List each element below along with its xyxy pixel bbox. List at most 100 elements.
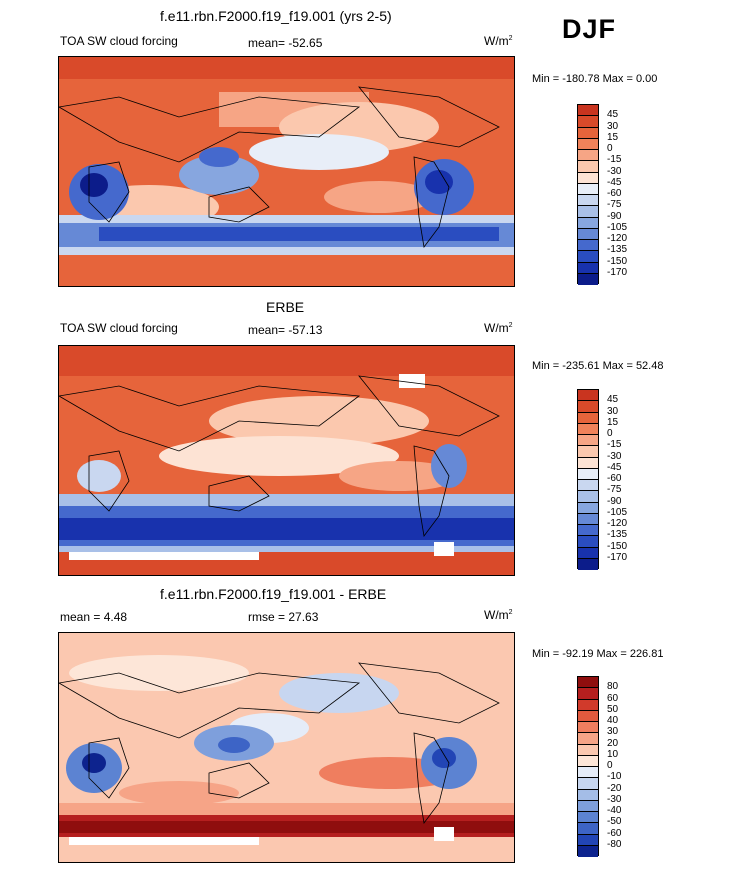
heat-blob xyxy=(425,170,453,194)
colorbar-cell xyxy=(578,206,598,218)
colorbar-tick-label: -30 xyxy=(607,793,622,805)
colorbar-cell xyxy=(578,195,598,207)
missing-data xyxy=(434,827,454,841)
season-label: DJF xyxy=(562,14,617,44)
heat-band xyxy=(59,821,514,833)
heat-blob xyxy=(159,436,399,476)
colorbar-cell xyxy=(578,823,598,835)
colorbar-cell xyxy=(578,789,598,801)
colorbar-cell xyxy=(578,183,598,195)
colorbar-cell xyxy=(578,150,598,162)
heat-blob xyxy=(218,737,250,753)
heat-blob xyxy=(77,460,121,492)
colorbar-tick-label: 45 xyxy=(607,394,619,406)
panel-1-colorbar xyxy=(577,104,599,285)
colorbar-tick-label: -150 xyxy=(607,255,628,267)
colorbar-tick-label: 45 xyxy=(607,109,619,121)
panel-2-minmax: Min = -235.61 Max = 52.48 xyxy=(532,360,664,372)
colorbar-tick-label: -45 xyxy=(607,461,622,473)
colorbar-tick-label: -120 xyxy=(607,518,628,529)
colorbar-cell xyxy=(578,468,598,480)
heat-blob xyxy=(432,748,456,768)
colorbar-cell xyxy=(578,744,598,756)
colorbar-tick-label: -60 xyxy=(607,188,622,199)
colorbar-cell xyxy=(578,273,598,285)
heat-blob xyxy=(82,753,106,773)
panel-2-variable: TOA SW cloud forcing xyxy=(60,321,178,335)
heat-band xyxy=(59,518,514,540)
colorbar-cell xyxy=(578,262,598,274)
colorbar-tick-label: -50 xyxy=(607,816,622,828)
colorbar-cell xyxy=(578,525,598,537)
panel-2-mean: mean= -57.13 xyxy=(248,323,323,337)
colorbar-tick-label: 0 xyxy=(607,428,613,439)
heat-blob xyxy=(119,781,239,805)
colorbar-tick-label: -15 xyxy=(607,439,622,451)
colorbar-tick-label: -60 xyxy=(607,827,622,839)
panel-1-variable: TOA SW cloud forcing xyxy=(60,34,178,48)
colorbar-tick-label: 15 xyxy=(607,416,619,428)
colorbar-cell xyxy=(578,733,598,745)
colorbar-tick-label: -135 xyxy=(607,529,628,541)
colorbar-cell xyxy=(578,251,598,263)
colorbar-cell xyxy=(578,845,598,857)
colorbar-tick-label: -15 xyxy=(607,154,622,166)
colorbar-tick-label: 80 xyxy=(607,681,619,693)
colorbar-cell xyxy=(578,172,598,184)
missing-data xyxy=(69,552,259,560)
colorbar-tick-label: -120 xyxy=(607,233,628,244)
colorbar-tick-label: 30 xyxy=(607,405,619,417)
colorbar-cell xyxy=(578,138,598,150)
colorbar-cell xyxy=(578,800,598,812)
colorbar-cell xyxy=(578,536,598,548)
colorbar-tick-label: 50 xyxy=(607,703,619,715)
panel-2-title: ERBE xyxy=(266,299,305,315)
heat-blob xyxy=(80,173,108,197)
colorbar-tick-label: -105 xyxy=(607,221,628,233)
colorbar-cell xyxy=(578,161,598,173)
colorbar-tick-label: 0 xyxy=(607,143,613,154)
colorbar-cell xyxy=(578,502,598,514)
colorbar-cell xyxy=(578,240,598,252)
colorbar-cell xyxy=(578,688,598,700)
colorbar-cell xyxy=(578,457,598,469)
heat-blob xyxy=(279,673,399,713)
colorbar-tick-label: -90 xyxy=(607,210,622,222)
panel-3-map xyxy=(58,632,515,863)
panel-2-colorbar xyxy=(577,389,599,570)
colorbar-cell xyxy=(578,513,598,525)
colorbar-tick-label: 40 xyxy=(607,715,619,726)
colorbar-tick-label: -60 xyxy=(607,473,622,484)
coastlines xyxy=(59,375,500,537)
heat-blob xyxy=(431,444,467,488)
colorbar-tick-label: -75 xyxy=(607,199,622,211)
colorbar-tick-label: 15 xyxy=(607,131,619,143)
heat-blob xyxy=(199,147,239,167)
colorbar-tick-label: 60 xyxy=(607,692,619,704)
heat-band xyxy=(99,227,499,241)
colorbar-tick-label: -30 xyxy=(607,450,622,462)
colorbar-cell xyxy=(578,423,598,435)
colorbar-tick-label: -105 xyxy=(607,506,628,518)
panel-2-map xyxy=(58,345,515,576)
panel-3-rmse: rmse = 27.63 xyxy=(248,610,319,624)
panel-1-map xyxy=(58,56,515,287)
colorbar-tick-label: -45 xyxy=(607,176,622,188)
colorbar-cell xyxy=(578,480,598,492)
heat-blob xyxy=(339,461,459,491)
panel-3-minmax: Min = -92.19 Max = 226.81 xyxy=(532,648,664,660)
heat-blob xyxy=(249,134,389,170)
colorbar-cell xyxy=(578,755,598,767)
colorbar-cell xyxy=(578,105,598,117)
colorbar-cell xyxy=(578,558,598,570)
missing-data xyxy=(399,374,425,388)
heat-blob xyxy=(324,181,434,213)
colorbar-tick-label: -170 xyxy=(607,266,628,278)
colorbar-cell xyxy=(578,834,598,846)
colorbar-cell xyxy=(578,435,598,447)
coastlines xyxy=(59,86,500,248)
colorbar-cell xyxy=(578,812,598,824)
colorbar-cell xyxy=(578,401,598,413)
panel-3-colorbar xyxy=(577,676,599,857)
colorbar-cell xyxy=(578,412,598,424)
